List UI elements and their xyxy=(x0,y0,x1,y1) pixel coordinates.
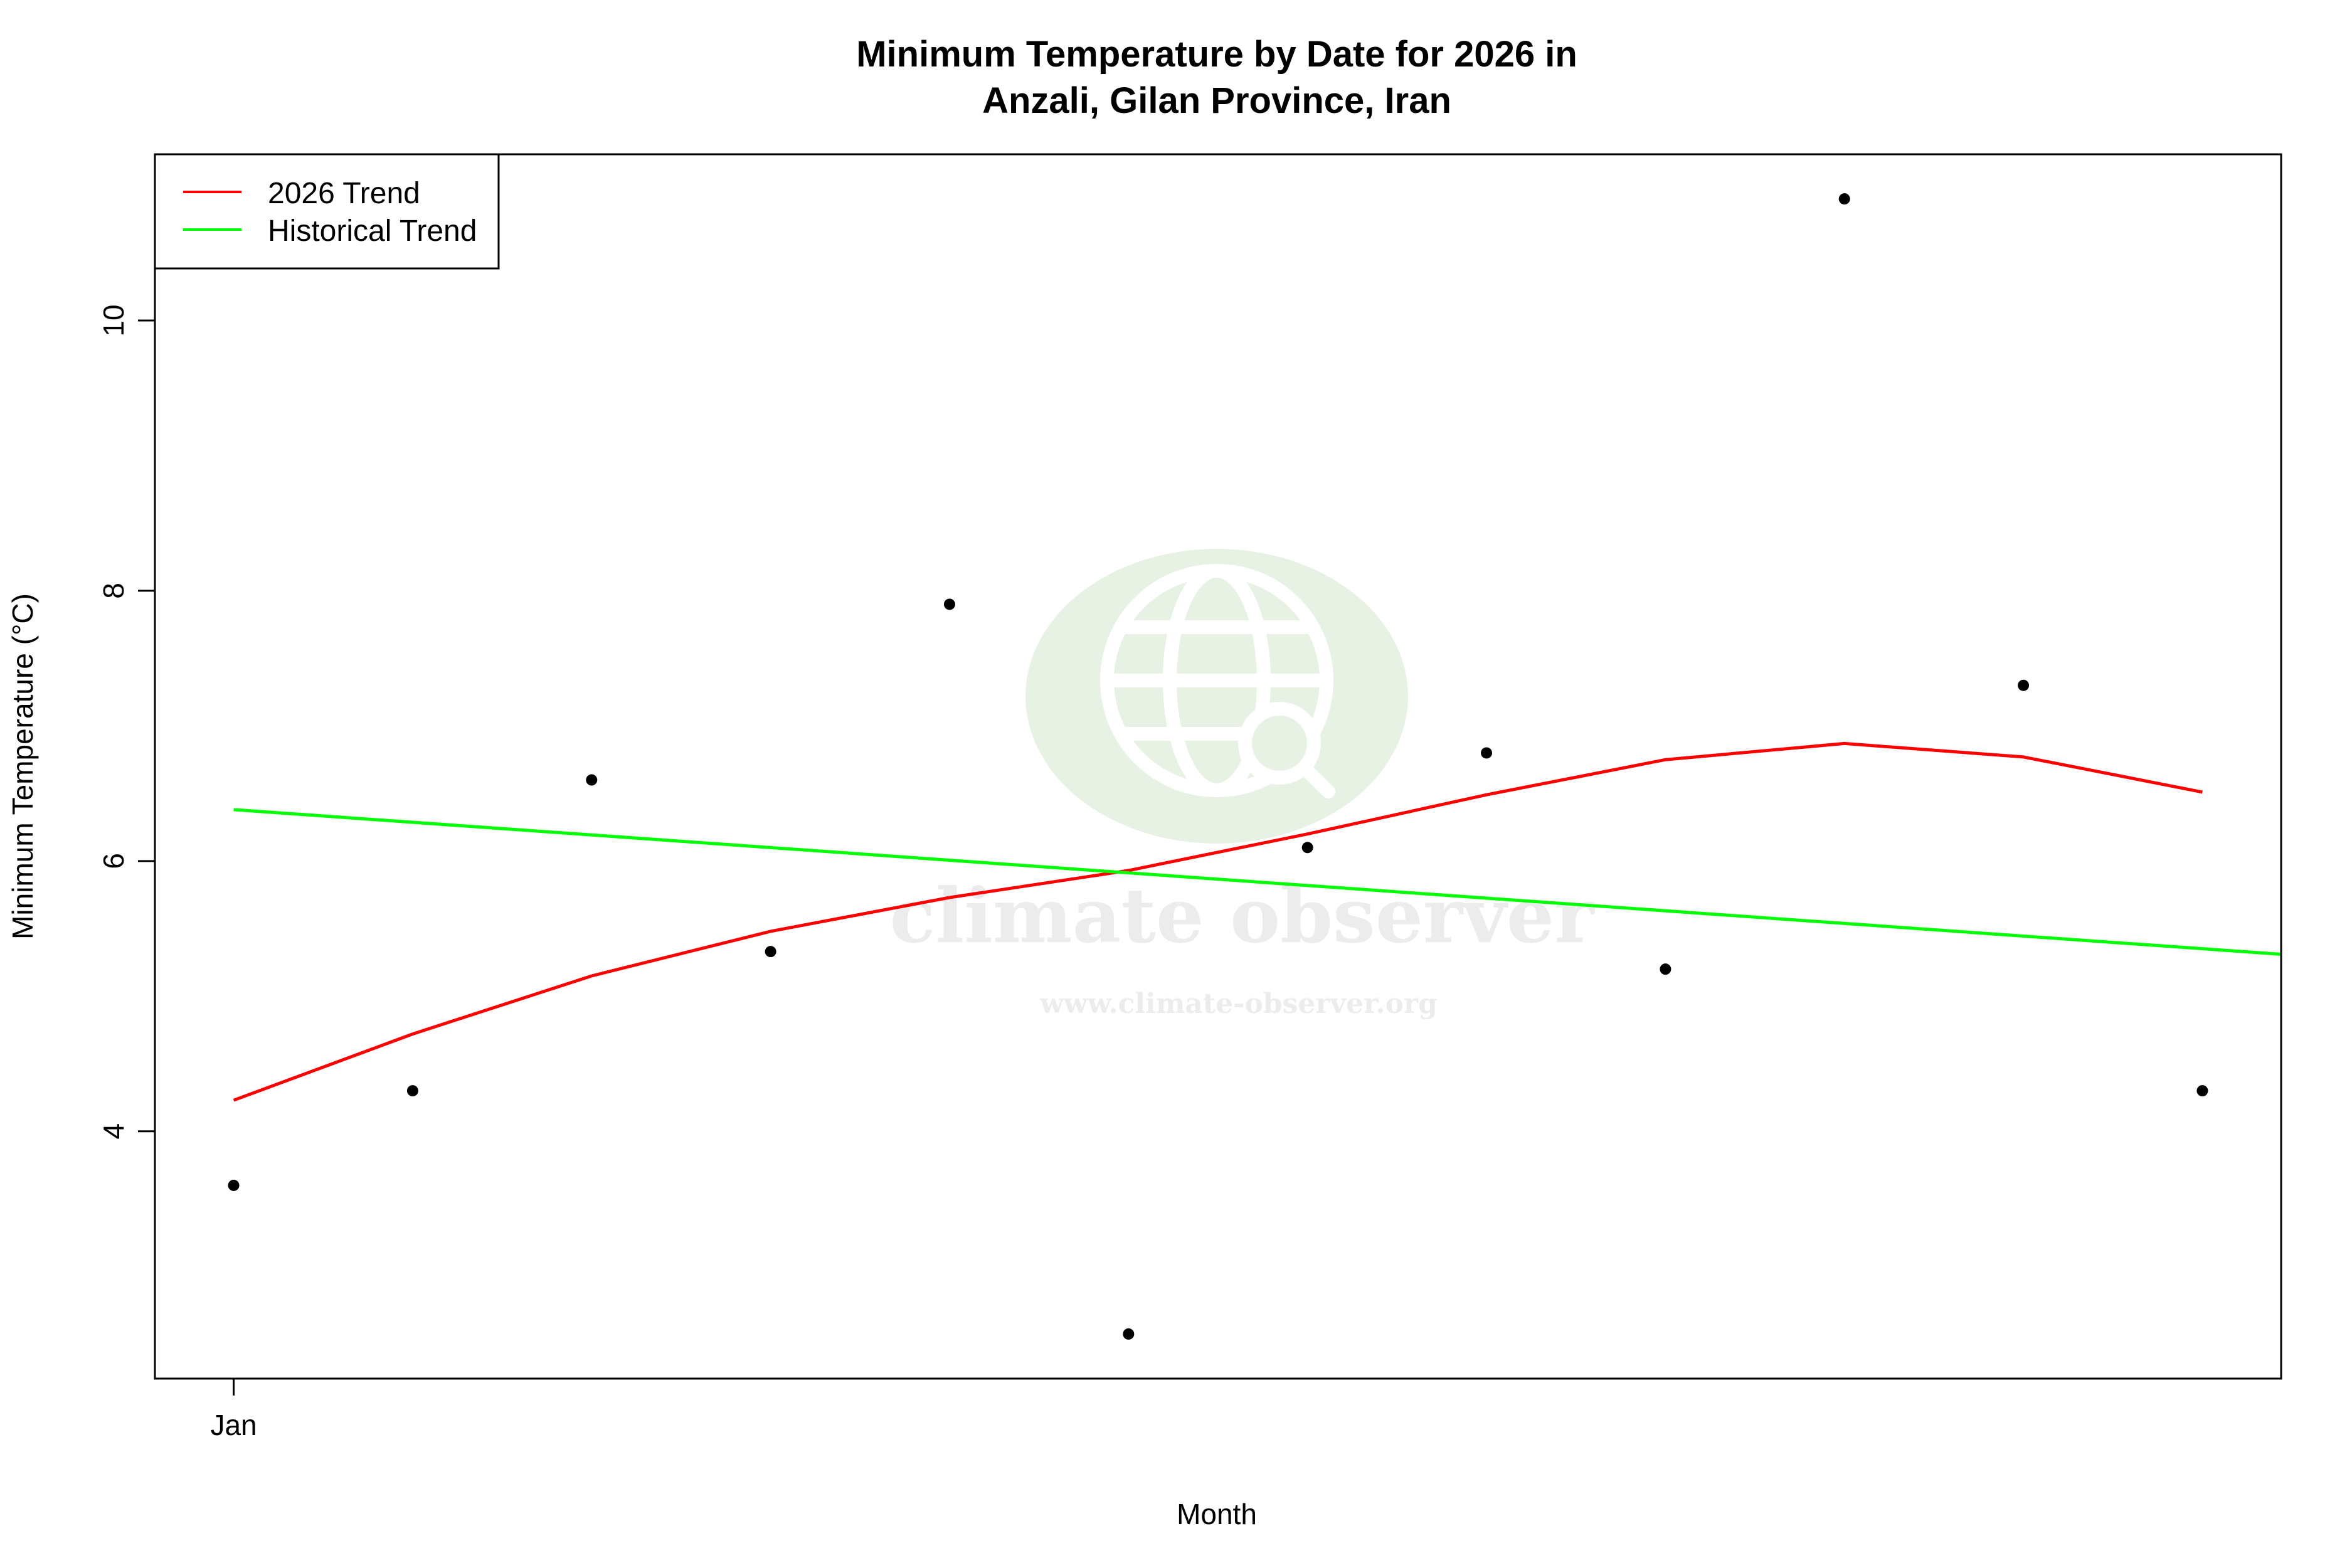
watermark-badge xyxy=(1025,549,1408,844)
data-point xyxy=(1838,193,1850,205)
data-point xyxy=(1481,747,1493,759)
y-tick-label-4: 4 xyxy=(97,1123,130,1140)
y-axis-label: Minimum Temperature (°C) xyxy=(6,593,39,940)
chart-title-line-2: Anzali, Gilan Province, Iran xyxy=(982,80,1451,121)
trend-lines xyxy=(233,741,2282,1102)
legend: 2026 Trend Historical Trend xyxy=(154,153,500,270)
series-line-2026-trend xyxy=(233,741,2203,1102)
data-point xyxy=(406,1085,418,1097)
watermark: climate observer www.climate-observer.or… xyxy=(890,549,1596,1020)
data-point xyxy=(586,774,598,786)
plot-frame xyxy=(154,153,2282,1380)
x-tick-label-jan: Jan xyxy=(210,1409,257,1441)
data-points xyxy=(228,193,2208,1340)
legend-label-historical-trend: Historical Trend xyxy=(268,215,477,248)
data-point xyxy=(2018,679,2030,691)
data-point xyxy=(1660,963,1671,975)
data-point xyxy=(228,1179,240,1191)
data-point xyxy=(765,946,776,958)
watermark-name: climate observer xyxy=(890,872,1596,960)
chart-title-line-1: Minimum Temperature by Date for 2026 in xyxy=(856,34,1577,75)
x-axis-label: Month xyxy=(1177,1498,1257,1530)
legend-box xyxy=(154,153,500,270)
legend-label-2026-trend: 2026 Trend xyxy=(268,177,420,210)
data-point xyxy=(1301,842,1313,854)
series-line-historical-trend xyxy=(233,808,2282,956)
axis-ticks: 4 6 8 10 Jan xyxy=(97,304,257,1441)
watermark-url: www.climate-observer.org xyxy=(1039,988,1438,1020)
y-tick-label-10: 10 xyxy=(97,304,130,336)
y-tick-label-8: 8 xyxy=(97,583,130,599)
data-point xyxy=(943,598,955,610)
data-point xyxy=(1123,1328,1135,1340)
globe-search-icon xyxy=(1100,564,1335,798)
data-point xyxy=(2196,1085,2208,1097)
y-tick-label-6: 6 xyxy=(97,853,130,869)
